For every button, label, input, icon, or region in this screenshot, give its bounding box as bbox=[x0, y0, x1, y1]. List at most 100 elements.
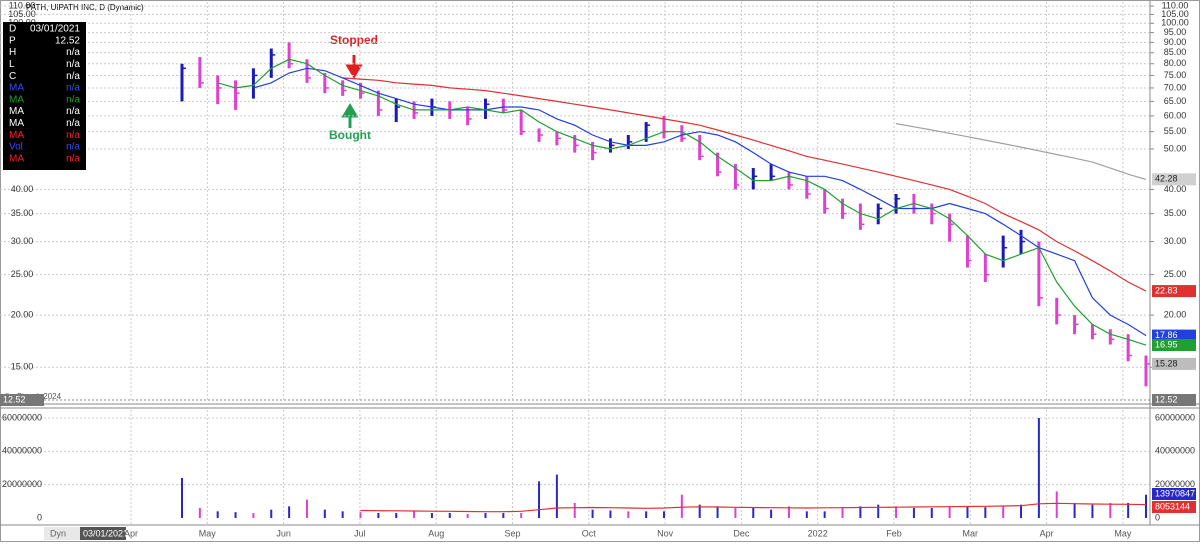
y-tick-label-left: 40.00 bbox=[11, 184, 34, 194]
y-tick-label-left: 105.00 bbox=[8, 9, 36, 19]
volume-bar bbox=[502, 513, 505, 518]
price-bar bbox=[216, 75, 220, 105]
y-tick-label: 90.00 bbox=[1164, 37, 1187, 47]
y-tick-label-left: 110.00 bbox=[9, 0, 36, 10]
price-tag bbox=[1152, 394, 1196, 406]
x-tick-label: Aug bbox=[428, 528, 444, 538]
volume-bar bbox=[930, 508, 933, 518]
price-tag bbox=[1152, 357, 1196, 370]
y-tick-label-left: 35.00 bbox=[11, 208, 34, 218]
price-bar bbox=[394, 98, 398, 123]
volume-bar bbox=[377, 513, 380, 518]
price-tag bbox=[1152, 329, 1196, 342]
price-bar bbox=[1001, 235, 1005, 268]
y-tick-label-left: 25.00 bbox=[11, 269, 34, 279]
volume-bar bbox=[663, 511, 665, 518]
y-tick-label: 85.00 bbox=[1164, 47, 1187, 57]
y-tick-label: 95.00 bbox=[1164, 27, 1187, 37]
info-value: 12.52 bbox=[55, 35, 80, 46]
y-tick-label: 60.00 bbox=[1164, 110, 1187, 120]
price-bar bbox=[716, 152, 720, 177]
y-tick-label: 60000000 bbox=[1155, 412, 1195, 422]
x-tick-label: Nov bbox=[657, 528, 674, 538]
price-bar bbox=[341, 80, 345, 96]
info-value: n/a bbox=[66, 130, 80, 141]
price-tag bbox=[1152, 339, 1196, 352]
x-tick-label: May bbox=[1114, 528, 1132, 538]
volume-bar bbox=[520, 513, 523, 518]
info-label: MA bbox=[9, 130, 24, 141]
volume-bar bbox=[787, 506, 790, 518]
volume-bar bbox=[645, 511, 648, 518]
volume-bar bbox=[234, 512, 237, 518]
x-tick-label: Feb bbox=[886, 528, 902, 538]
y-tick-label: 25.00 bbox=[1164, 269, 1187, 279]
info-box bbox=[3, 22, 86, 170]
volume-bar bbox=[698, 504, 701, 518]
ma-line bbox=[342, 77, 1147, 292]
info-label: L bbox=[9, 59, 15, 70]
price-bar bbox=[769, 164, 773, 181]
price-bar bbox=[733, 164, 737, 190]
y-tick-label: 105.00 bbox=[1161, 9, 1189, 19]
y-tick-label: 35.00 bbox=[1164, 208, 1187, 218]
x-tick-label: 2022 bbox=[808, 528, 828, 538]
y-tick-label: 40.00 bbox=[1164, 184, 1187, 194]
volume-bar bbox=[1109, 503, 1112, 518]
volume-bar bbox=[1020, 504, 1023, 518]
volume-bar bbox=[752, 507, 755, 518]
price-tag bbox=[1152, 285, 1196, 298]
y-tick-label-left: 30.00 bbox=[11, 236, 34, 246]
y-tick-label: 20000000 bbox=[1155, 479, 1195, 489]
y-tick-label-left: 20.00 bbox=[11, 309, 34, 319]
volume-bar bbox=[216, 511, 219, 518]
info-label: Vol bbox=[9, 142, 23, 153]
price-bar bbox=[323, 73, 327, 94]
volume-bar bbox=[877, 504, 880, 518]
y-tick-label: 110.00 bbox=[1162, 0, 1189, 10]
y-tick-label: 55.00 bbox=[1164, 126, 1187, 136]
y-tick-label-left: 15.00 bbox=[11, 362, 34, 372]
price-bar bbox=[591, 141, 595, 161]
price-tag-label: 12.52 bbox=[3, 394, 26, 404]
info-label: MA bbox=[9, 106, 24, 117]
price-bar bbox=[269, 48, 273, 78]
volume-bar bbox=[859, 506, 862, 518]
volume-bar bbox=[181, 478, 183, 518]
price-tag-label: 22.83 bbox=[1155, 285, 1178, 295]
price-tag bbox=[1152, 173, 1196, 186]
price-tag-label: 17.86 bbox=[1155, 330, 1178, 340]
volume-bar bbox=[770, 509, 773, 518]
volume-bar bbox=[609, 510, 612, 518]
y-tick-label: 80.00 bbox=[1164, 58, 1187, 68]
price-bar bbox=[501, 98, 505, 113]
volume-bar bbox=[1002, 506, 1005, 518]
mode-box bbox=[44, 527, 80, 540]
volume-bar bbox=[805, 511, 808, 518]
y-tick-label: 75.00 bbox=[1164, 70, 1187, 80]
mode-label: Dyn bbox=[50, 528, 66, 538]
volume-bar bbox=[984, 507, 987, 518]
volume-bar bbox=[198, 508, 201, 518]
info-value: n/a bbox=[66, 142, 80, 153]
x-tick-label: May bbox=[199, 528, 217, 538]
price-bar bbox=[1037, 241, 1041, 307]
x-tick-label: Dec bbox=[733, 528, 750, 538]
price-bar bbox=[680, 125, 684, 142]
volume-bar bbox=[341, 511, 344, 518]
volume-bar bbox=[555, 474, 558, 518]
y-tick-label: 20.00 bbox=[1164, 309, 1187, 319]
price-bar bbox=[305, 59, 309, 83]
x-tick-label: Jul bbox=[354, 528, 366, 538]
price-bar bbox=[858, 203, 862, 230]
x-tick-label: Oct bbox=[582, 528, 597, 538]
info-label: MA bbox=[9, 94, 24, 105]
price-bar bbox=[483, 98, 487, 119]
info-label: H bbox=[9, 47, 16, 58]
volume-bar bbox=[966, 506, 969, 518]
volume-bar bbox=[538, 481, 541, 518]
price-bar bbox=[466, 107, 470, 126]
price-bar bbox=[251, 68, 255, 99]
